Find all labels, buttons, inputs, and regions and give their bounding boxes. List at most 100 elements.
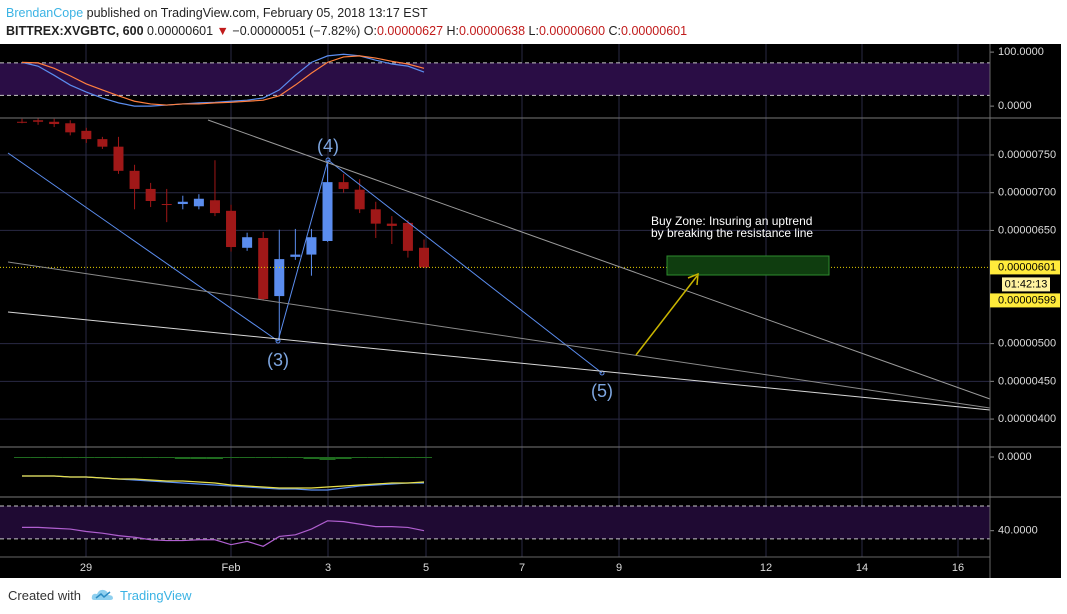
- y-tick-label: 0.00000750: [998, 149, 1056, 161]
- y-tick-label: 0.0000: [998, 100, 1032, 112]
- open: 0.00000627: [376, 24, 444, 38]
- countdown-tag: [1002, 277, 1050, 292]
- histogram-bar: [271, 457, 288, 458]
- wave-point: [325, 157, 331, 163]
- x-tick-label: 16: [952, 562, 964, 574]
- histogram-bar: [416, 457, 432, 458]
- candle-body: [129, 170, 140, 189]
- candle-body: [258, 237, 269, 300]
- histogram-bar: [14, 457, 30, 458]
- trend-line: [7, 261, 991, 409]
- candle-body: [290, 254, 301, 257]
- y-tick-label: 0.00000650: [998, 224, 1056, 236]
- close: 0.00000601: [621, 24, 688, 38]
- histogram-bar: [367, 457, 384, 458]
- histogram-bar: [287, 457, 304, 458]
- buy-zone-text: by breaking the resistance line: [651, 226, 813, 240]
- header: BrendanCope published on TradingView.com…: [6, 4, 687, 40]
- histogram-bar: [319, 457, 336, 460]
- wave-label: (3): [267, 350, 289, 370]
- histogram-bar: [303, 457, 320, 459]
- y-tick-label: 0.00000700: [998, 187, 1056, 199]
- low: 0.00000600: [538, 24, 606, 38]
- y-tick-label: 100.0000: [998, 46, 1044, 58]
- histogram-bar: [158, 457, 175, 458]
- drawings: (4) (3) (5) Buy Zone: Insuring an uptren…: [7, 119, 991, 411]
- price-tags: 0.00000601 01:42:13 0.00000599: [990, 260, 1060, 308]
- y-tick-label: 40.0000: [998, 525, 1038, 537]
- x-tick-label: 12: [760, 562, 772, 574]
- band-fill: [0, 62, 990, 96]
- logo-line: [95, 591, 111, 599]
- candle-body: [338, 182, 349, 189]
- logo: [91, 589, 113, 600]
- last: 0.00000601: [147, 24, 214, 38]
- histogram-bar: [174, 457, 191, 459]
- histogram-bar: [239, 457, 256, 458]
- axes: [0, 44, 1061, 578]
- y-tick-label: 0.00000500: [998, 338, 1056, 350]
- y-tick-label: 0.0000: [998, 451, 1032, 463]
- candle-body: [226, 210, 237, 248]
- candle-body: [322, 182, 333, 241]
- arrow-shaft: [635, 275, 698, 356]
- grid: 29 Feb 3 5 7 9 12 14 16 0.00000400 0.00000450 0.000…: [0, 44, 1056, 574]
- brand[interactable]: TradingView: [120, 588, 192, 603]
- candle-body: [274, 259, 285, 297]
- candle-body: [49, 121, 60, 125]
- x-tick-label: 29: [80, 562, 92, 574]
- header-line-1: BrendanCope published on TradingView.com…: [6, 4, 687, 22]
- x-tick-label: 14: [856, 562, 868, 574]
- wave-label: (5): [591, 381, 613, 401]
- indicator-line: [22, 475, 425, 489]
- footer: Created with TradingView: [8, 588, 192, 603]
- c-label: C:: [608, 24, 622, 38]
- change: −0.00000051 (−7.82%): [232, 24, 361, 38]
- wave-line: [277, 159, 329, 342]
- histogram-bar: [255, 457, 272, 458]
- last-price-label: 0.00000601: [998, 261, 1056, 273]
- arrow: ▼: [216, 24, 229, 38]
- x-tick-label: 7: [519, 562, 525, 574]
- candle-body: [145, 188, 156, 202]
- histogram-bar: [142, 457, 159, 458]
- o-label: O:: [363, 24, 377, 38]
- candle-body: [370, 209, 381, 224]
- indicator-line: [22, 520, 425, 547]
- last-price-tag: [990, 260, 1060, 275]
- x-tick-label: 9: [616, 562, 622, 574]
- x-tick-label: 3: [325, 562, 331, 574]
- histogram-bar: [190, 457, 207, 459]
- histogram-bar: [94, 457, 111, 458]
- histogram-bar: [351, 457, 368, 458]
- wave-line: [327, 159, 603, 374]
- band-fill: [0, 506, 990, 539]
- arrow-head: [687, 272, 699, 286]
- histogram-bar: [78, 457, 95, 458]
- candle-body: [419, 247, 429, 268]
- histogram-bar: [223, 457, 240, 458]
- candle-body: [33, 120, 44, 122]
- buy-zone-text: Buy Zone: Insuring an uptrend: [651, 214, 812, 228]
- chart-background: [0, 44, 1061, 578]
- h-label: H:: [446, 24, 460, 38]
- histogram-bar: [383, 457, 400, 458]
- candle-body: [177, 201, 188, 205]
- author[interactable]: BrendanCope: [6, 6, 84, 20]
- candle-body: [209, 200, 220, 214]
- plot: [0, 53, 990, 547]
- histogram-bar: [62, 457, 79, 458]
- histogram-bar: [30, 457, 47, 458]
- histogram-bar: [399, 457, 416, 458]
- candle-body: [386, 223, 397, 226]
- candle-body: [402, 222, 413, 251]
- resistance-line: [207, 119, 991, 400]
- histogram-bar: [46, 457, 63, 458]
- symbol: BITTREX:XVGBTC, 600: [6, 24, 144, 38]
- candle-body: [17, 121, 27, 123]
- countdown: 01:42:13: [1005, 278, 1048, 290]
- candle-body: [193, 198, 204, 207]
- published: published on TradingView.com, February 0…: [86, 6, 428, 20]
- high: 0.00000638: [459, 24, 526, 38]
